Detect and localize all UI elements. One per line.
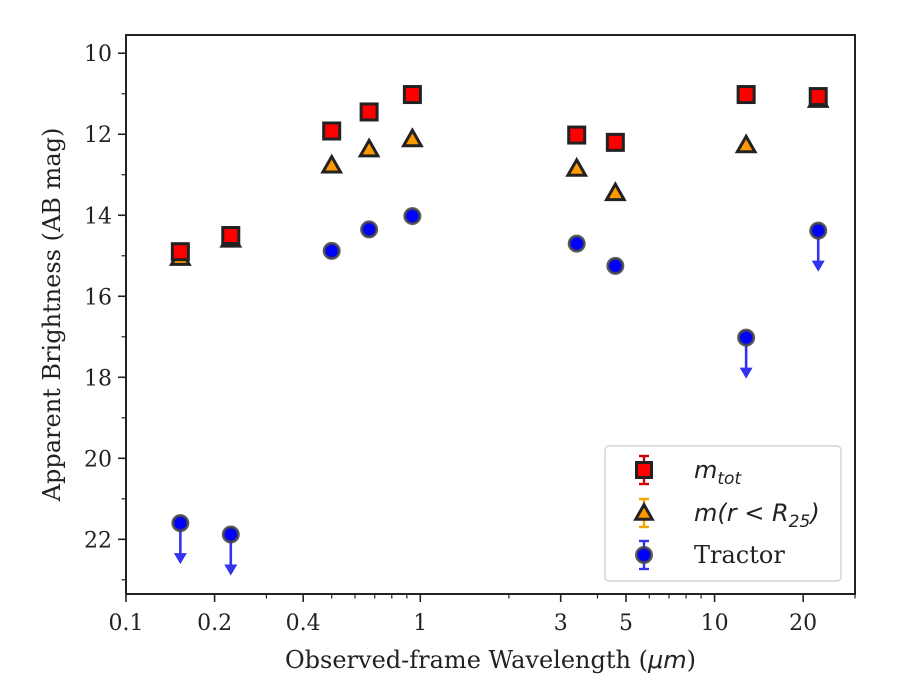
mr25-marker-5 [565, 156, 589, 177]
legend-entry-mr25: m(r < R25) [633, 497, 820, 532]
y-tick-label-4: 18 [84, 366, 112, 391]
mr25-marker-7 [734, 133, 758, 154]
mtot-marker-4 [402, 85, 422, 105]
mr25-point-5 [565, 156, 589, 177]
mr25-marker-4 [401, 127, 424, 148]
tractor-point-4 [403, 207, 422, 226]
tractor-marker-6 [606, 256, 625, 275]
mtot-point-2 [322, 121, 342, 141]
tick-labels: 0.1 0.2 0.4 1 3 5 10 20 10 12 14 16 18 20 22 [84, 42, 817, 636]
legend-entry-mtot: mtot [635, 454, 742, 489]
legend-entry-tractor: Tractor [635, 539, 785, 571]
tractor-limit-arrow-1 [224, 564, 238, 576]
mtot-marker-0 [170, 242, 190, 262]
mtot-marker-1 [221, 226, 241, 246]
x-tick-label-4: 3 [554, 611, 568, 636]
y-tick-label-1: 12 [84, 123, 112, 148]
mtot-point-8 [808, 87, 828, 107]
tractor-limit-arrow-0 [173, 553, 187, 565]
tractor-marker-2 [322, 241, 341, 260]
mtot-point-1 [221, 226, 241, 246]
mtot-point-3 [359, 102, 379, 122]
x-tick-label-1: 0.2 [197, 611, 232, 636]
mtot-point-7 [736, 85, 756, 105]
major-ticks [118, 52, 804, 602]
mr25-marker-2 [320, 153, 344, 174]
x-tick-label-7: 20 [789, 611, 817, 636]
tractor-marker-3 [360, 220, 379, 239]
mtot-marker-7 [736, 85, 756, 105]
tractor-limit-arrow-7 [739, 367, 753, 379]
legend: mtot m(r < R25) Tractor [604, 445, 842, 582]
y-tick-label-0: 10 [84, 42, 112, 67]
tractor-marker-1 [221, 525, 240, 544]
y-tick-label-2: 14 [84, 204, 112, 229]
tractor-point-7 [737, 328, 756, 379]
mtot-marker-5 [567, 125, 587, 145]
x-tick-label-5: 5 [619, 611, 633, 636]
series-mtot [170, 85, 828, 262]
y-axis-label: Apparent Brightness (AB mag) [38, 128, 66, 503]
tractor-point-5 [567, 234, 586, 253]
mr25-point-4 [401, 127, 424, 148]
legend-label-mr25: m(r < R25) [694, 499, 820, 532]
mtot-marker-3 [359, 102, 379, 122]
y-tick-label-3: 16 [84, 285, 112, 310]
mr25-point-6 [603, 181, 627, 202]
tractor-limit-arrow-8 [811, 260, 825, 272]
mr25-marker-6 [603, 181, 627, 202]
y-tick-label-6: 22 [84, 528, 112, 553]
mr25-point-2 [320, 153, 344, 174]
legend-marker-mtot [635, 461, 653, 479]
mtot-marker-8 [808, 87, 828, 107]
mr25-marker-3 [357, 137, 381, 158]
x-tick-label-3: 1 [413, 611, 427, 636]
mtot-point-6 [605, 132, 625, 152]
mtot-point-4 [402, 85, 422, 105]
tractor-point-2 [322, 241, 341, 260]
series-mr25 [168, 87, 830, 266]
tractor-point-1 [221, 525, 240, 576]
mr25-point-3 [357, 137, 381, 158]
tractor-point-6 [606, 256, 625, 275]
x-tick-label-6: 10 [701, 611, 729, 636]
x-axis-label: Observed-frame Wavelength (μm) [285, 646, 696, 674]
x-tick-label-0: 0.1 [109, 611, 144, 636]
mr25-point-7 [734, 133, 758, 154]
tractor-marker-0 [171, 514, 190, 533]
tractor-marker-7 [737, 328, 756, 347]
tractor-marker-4 [403, 207, 422, 226]
legend-label-mtot: mtot [694, 456, 742, 489]
legend-label-tractor: Tractor [694, 541, 785, 569]
mtot-marker-2 [322, 121, 342, 141]
tractor-marker-5 [567, 234, 586, 253]
data-marks [168, 85, 830, 576]
mtot-point-0 [170, 242, 190, 262]
tractor-point-3 [360, 220, 379, 239]
tractor-marker-8 [809, 221, 828, 240]
legend-marker-tractor [635, 546, 653, 564]
mtot-marker-6 [605, 132, 625, 152]
mtot-point-5 [567, 125, 587, 145]
tractor-point-0 [171, 514, 190, 565]
x-tick-label-2: 0.4 [286, 611, 321, 636]
legend-marker-mr25 [633, 501, 655, 521]
series-tractor [171, 207, 828, 576]
legend-box [604, 445, 842, 582]
tractor-point-8 [809, 221, 828, 272]
y-tick-label-5: 20 [84, 447, 112, 472]
plot-frame [125, 34, 856, 595]
